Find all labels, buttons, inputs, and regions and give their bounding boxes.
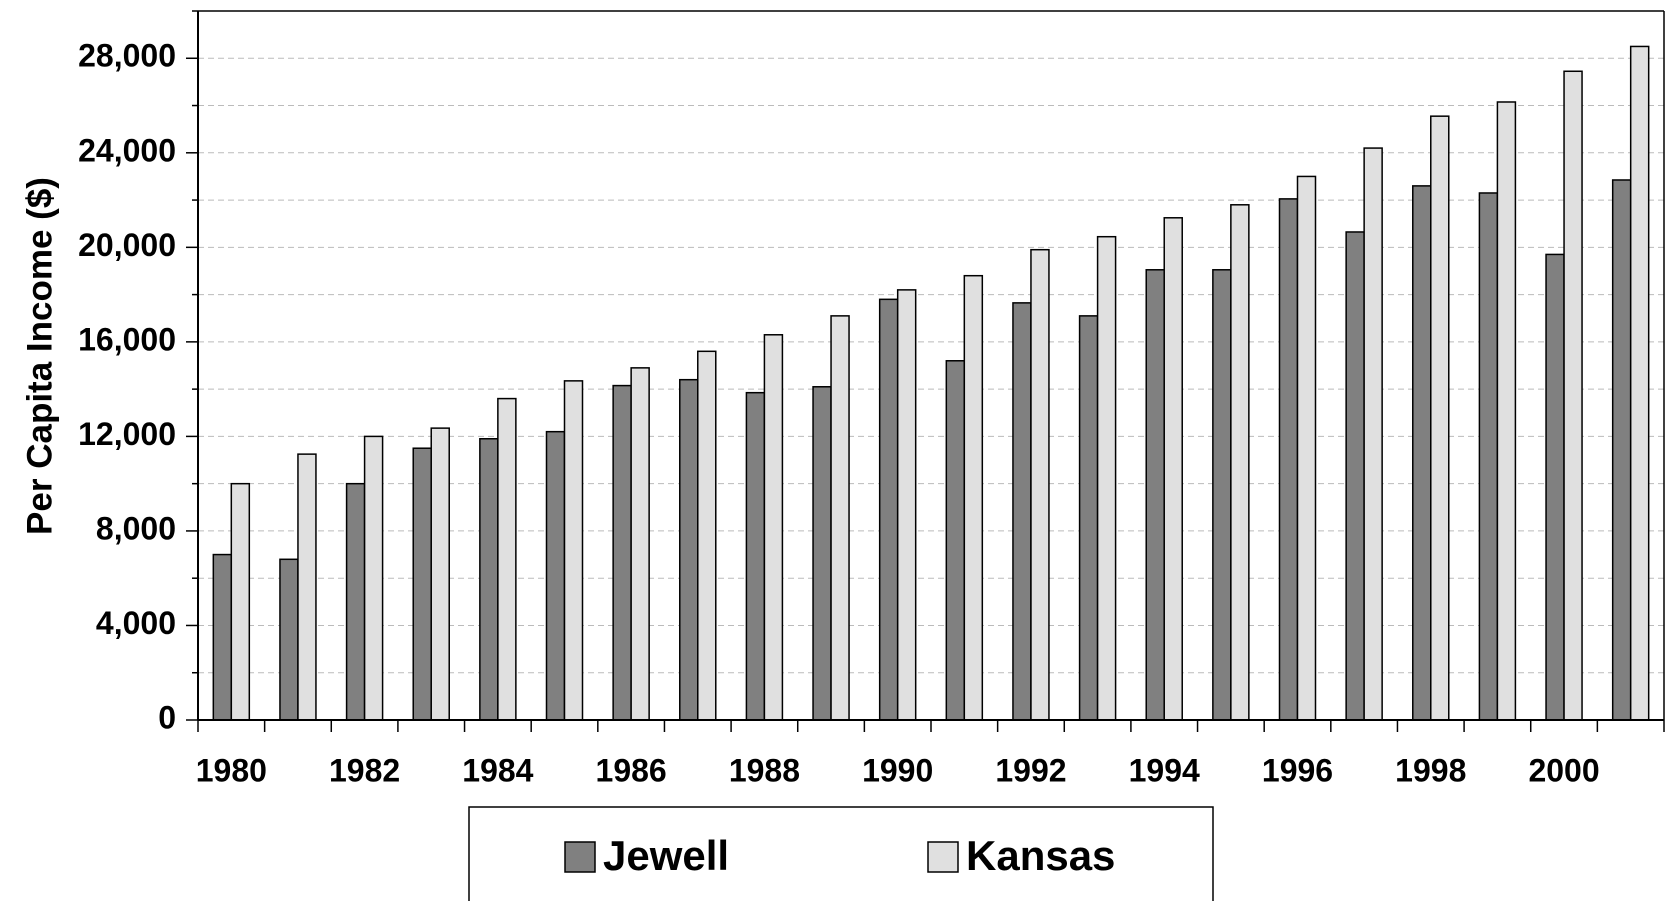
bar xyxy=(345,482,366,721)
bar xyxy=(1563,70,1583,721)
bar xyxy=(1278,198,1299,721)
y-tick-label: 28,000 xyxy=(78,38,176,74)
x-tick-label: 1990 xyxy=(862,752,933,788)
y-tick-label: 4,000 xyxy=(96,605,176,641)
x-tick-label: 1986 xyxy=(596,752,667,788)
legend-swatch xyxy=(927,841,959,873)
bar xyxy=(212,553,233,721)
legend-label: Kansas xyxy=(966,832,1115,879)
bar xyxy=(1363,147,1383,721)
bar xyxy=(230,482,251,721)
x-tick-label: 1980 xyxy=(196,752,267,788)
x-tick-label: 1988 xyxy=(729,752,800,788)
x-tick-label: 1994 xyxy=(1129,752,1200,788)
bar xyxy=(630,367,650,721)
bar xyxy=(830,315,850,721)
bar xyxy=(745,391,766,721)
bar xyxy=(1230,204,1250,721)
y-tick-label: 0 xyxy=(158,699,176,735)
bar xyxy=(479,438,499,721)
bar xyxy=(1611,179,1632,721)
bar xyxy=(1030,248,1050,721)
bar xyxy=(563,380,584,721)
bar xyxy=(1478,192,1499,721)
bar xyxy=(279,558,299,721)
bar xyxy=(1096,235,1117,721)
y-tick-label: 16,000 xyxy=(78,321,176,357)
bar xyxy=(1430,115,1450,721)
bar xyxy=(896,289,917,721)
bar xyxy=(1412,185,1432,721)
y-tick-label: 8,000 xyxy=(96,510,176,546)
bar xyxy=(1078,315,1099,721)
x-tick-label: 1982 xyxy=(329,752,400,788)
bar xyxy=(763,334,784,721)
bar xyxy=(1296,175,1317,721)
x-tick-label: 1996 xyxy=(1262,752,1333,788)
y-tick-label: 20,000 xyxy=(78,227,176,263)
bar xyxy=(1145,269,1165,721)
bar xyxy=(945,360,966,721)
x-tick-label: 1984 xyxy=(462,752,533,788)
bar xyxy=(363,435,384,721)
bar xyxy=(430,427,450,721)
x-tick-label: 2000 xyxy=(1528,752,1599,788)
bar xyxy=(612,384,632,721)
bar xyxy=(1012,302,1032,721)
bar xyxy=(545,430,566,721)
y-tick-label: 12,000 xyxy=(78,416,176,452)
bar xyxy=(697,350,717,721)
bar xyxy=(1163,217,1183,721)
bar xyxy=(1496,101,1517,721)
bar xyxy=(679,378,699,721)
bar xyxy=(297,453,317,721)
bar xyxy=(1212,269,1232,721)
bar xyxy=(1345,231,1365,721)
bar xyxy=(412,447,432,721)
bar xyxy=(878,298,899,721)
bar xyxy=(497,397,517,721)
bar xyxy=(1545,253,1565,721)
bar xyxy=(1629,45,1650,721)
x-tick-label: 1998 xyxy=(1395,752,1466,788)
legend-label: Jewell xyxy=(603,832,729,879)
bar xyxy=(963,274,984,721)
x-tick-label: 1992 xyxy=(995,752,1066,788)
bar xyxy=(812,386,832,721)
y-axis-title: Per Capita Income ($) xyxy=(20,177,59,535)
legend-swatch xyxy=(564,841,596,873)
y-tick-label: 24,000 xyxy=(78,132,176,168)
